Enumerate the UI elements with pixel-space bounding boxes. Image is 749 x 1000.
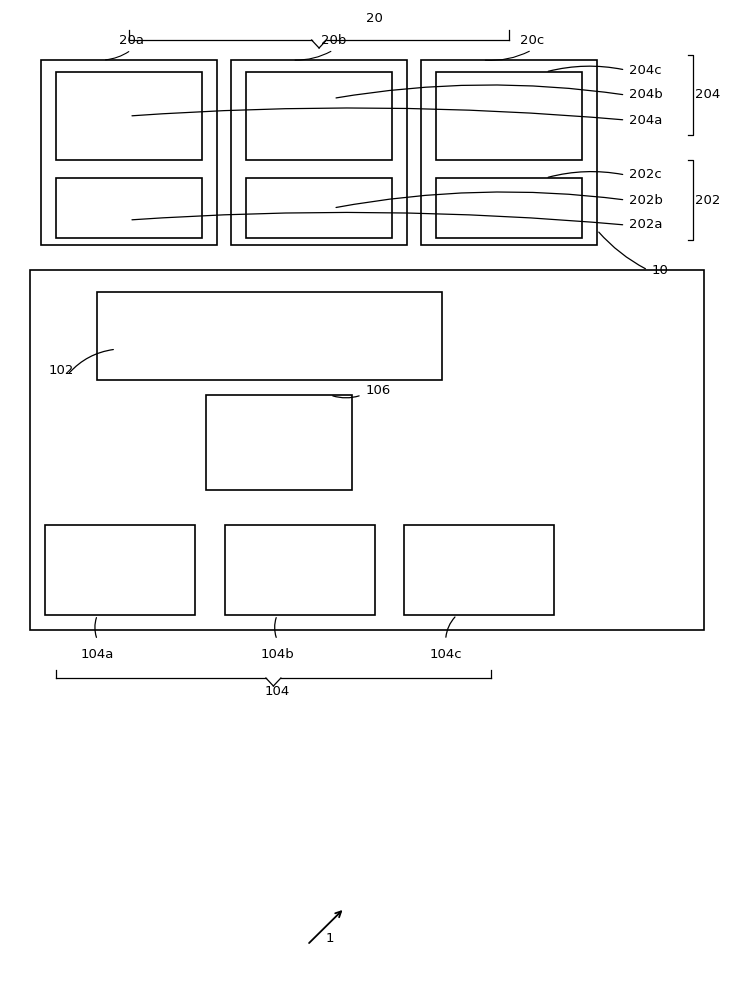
- Bar: [421, 60, 597, 245]
- Bar: [56, 72, 202, 160]
- Text: 20b: 20b: [321, 34, 346, 47]
- Bar: [45, 525, 195, 615]
- Bar: [246, 72, 392, 160]
- Bar: [231, 60, 407, 245]
- Text: 102: 102: [49, 363, 74, 376]
- Bar: [404, 525, 554, 615]
- Text: 204c: 204c: [629, 64, 662, 77]
- Text: 202: 202: [695, 194, 721, 207]
- Text: 20: 20: [366, 12, 383, 25]
- Text: 204: 204: [695, 89, 721, 102]
- Bar: [206, 395, 352, 490]
- Text: 104b: 104b: [260, 648, 294, 661]
- Text: 202b: 202b: [629, 194, 663, 207]
- Text: 104c: 104c: [429, 648, 462, 661]
- Bar: [41, 60, 217, 245]
- Text: 20c: 20c: [520, 34, 544, 47]
- Bar: [97, 292, 442, 380]
- Text: 202c: 202c: [629, 168, 662, 182]
- Text: 104a: 104a: [81, 648, 114, 661]
- Text: 204b: 204b: [629, 89, 663, 102]
- Text: 204a: 204a: [629, 113, 663, 126]
- Text: 10: 10: [652, 263, 669, 276]
- Bar: [56, 178, 202, 238]
- Text: 20a: 20a: [118, 34, 144, 47]
- Bar: [30, 270, 704, 630]
- Bar: [246, 178, 392, 238]
- Bar: [436, 72, 582, 160]
- Text: 1: 1: [326, 932, 334, 944]
- Bar: [436, 178, 582, 238]
- Bar: [225, 525, 374, 615]
- Text: 202a: 202a: [629, 219, 663, 232]
- Text: 104: 104: [264, 685, 290, 698]
- Text: 106: 106: [366, 383, 391, 396]
